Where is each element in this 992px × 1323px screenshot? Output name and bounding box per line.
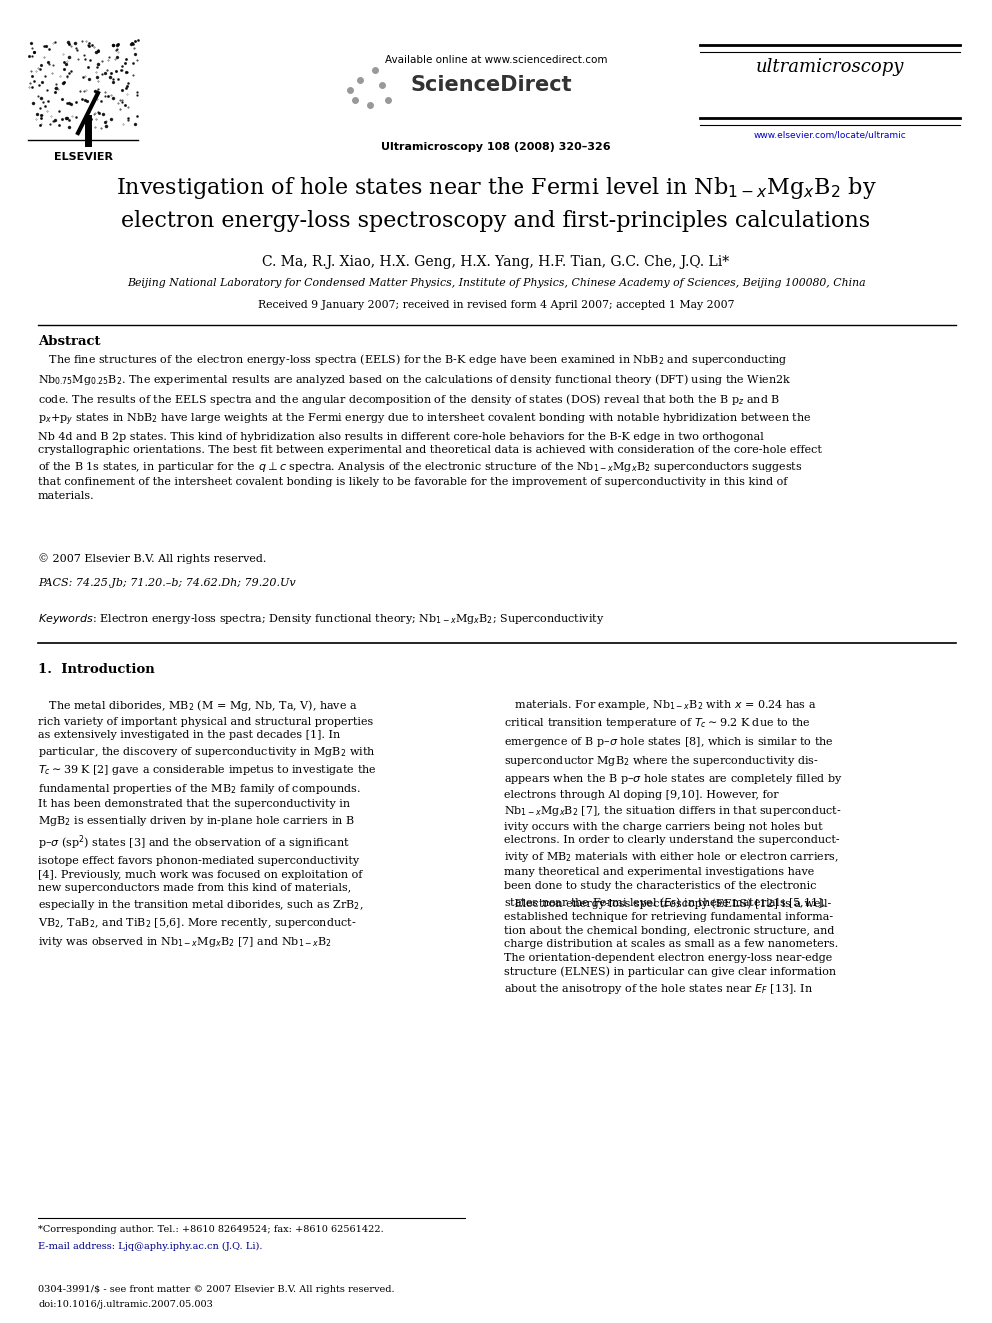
Text: 1.  Introduction: 1. Introduction — [38, 663, 155, 676]
Text: 0304-3991/$ - see front matter © 2007 Elsevier B.V. All rights reserved.: 0304-3991/$ - see front matter © 2007 El… — [38, 1285, 395, 1294]
Text: materials. For example, Nb$_{1-x}$B$_2$ with $x$ = 0.24 has a
critical transitio: materials. For example, Nb$_{1-x}$B$_2$ … — [504, 699, 842, 910]
Text: The metal diborides, MB$_2$ (M = Mg, Nb, Ta, V), have a
rich variety of importan: The metal diborides, MB$_2$ (M = Mg, Nb,… — [38, 699, 377, 949]
Text: Ultramicroscopy 108 (2008) 320–326: Ultramicroscopy 108 (2008) 320–326 — [381, 142, 611, 152]
Text: electron energy-loss spectroscopy and first-principles calculations: electron energy-loss spectroscopy and fi… — [121, 210, 871, 232]
Text: PACS: 74.25.Jb; 71.20.–b; 74.62.Dh; 79.20.Uv: PACS: 74.25.Jb; 71.20.–b; 74.62.Dh; 79.2… — [38, 578, 296, 587]
Text: Received 9 January 2007; received in revised form 4 April 2007; accepted 1 May 2: Received 9 January 2007; received in rev… — [258, 300, 734, 310]
Text: Abstract: Abstract — [38, 335, 100, 348]
Text: E-mail address: Ljq@aphy.iphy.ac.cn (J.Q. Li).: E-mail address: Ljq@aphy.iphy.ac.cn (J.Q… — [38, 1242, 263, 1252]
Text: doi:10.1016/j.ultramic.2007.05.003: doi:10.1016/j.ultramic.2007.05.003 — [38, 1301, 213, 1308]
Text: Beijing National Laboratory for Condensed Matter Physics, Institute of Physics, : Beijing National Laboratory for Condense… — [127, 278, 865, 288]
Text: www.elsevier.com/locate/ultramic: www.elsevier.com/locate/ultramic — [754, 130, 907, 139]
Text: Available online at www.sciencedirect.com: Available online at www.sciencedirect.co… — [385, 56, 607, 65]
Text: The fine structures of the electron energy-loss spectra (EELS) for the B-K edge : The fine structures of the electron ener… — [38, 352, 822, 501]
Text: © 2007 Elsevier B.V. All rights reserved.: © 2007 Elsevier B.V. All rights reserved… — [38, 553, 267, 564]
Text: Electron energy-loss spectroscopy (EELS) [12] is a well-
established technique f: Electron energy-loss spectroscopy (EELS)… — [504, 898, 838, 996]
Text: ScienceDirect: ScienceDirect — [410, 75, 571, 95]
Text: Investigation of hole states near the Fermi level in Nb$_{1-x}$Mg$_x$B$_2$ by: Investigation of hole states near the Fe… — [116, 175, 876, 201]
Text: ELSEVIER: ELSEVIER — [54, 152, 112, 161]
Text: $\it{Keywords}$: Electron energy-loss spectra; Density functional theory; Nb$_{1: $\it{Keywords}$: Electron energy-loss sp… — [38, 613, 604, 626]
Text: *Corresponding author. Tel.: +8610 82649524; fax: +8610 62561422.: *Corresponding author. Tel.: +8610 82649… — [38, 1225, 384, 1234]
Text: C. Ma, R.J. Xiao, H.X. Geng, H.X. Yang, H.F. Tian, G.C. Che, J.Q. Li*: C. Ma, R.J. Xiao, H.X. Geng, H.X. Yang, … — [263, 255, 729, 269]
Text: ultramicroscopy: ultramicroscopy — [756, 58, 904, 75]
